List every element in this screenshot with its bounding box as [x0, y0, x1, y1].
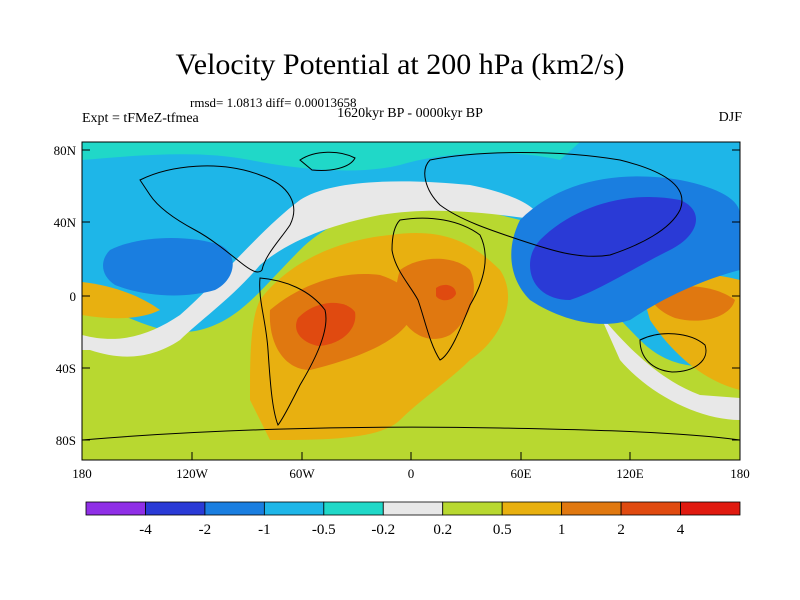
colorbar-swatch — [263, 501, 325, 516]
colorbar-swatch — [145, 501, 206, 516]
period-text: 1620kyr BP - 0000kyr BP — [337, 106, 483, 121]
lat-label-40s: 40S — [55, 361, 76, 376]
colorbar-label: -4 — [139, 522, 152, 538]
colorbar-swatch — [561, 501, 622, 516]
field-africa-red — [436, 284, 456, 301]
lon-label-0: 0 — [407, 466, 415, 481]
chart-title: Velocity Potential at 200 hPa (km2/s) — [175, 48, 625, 81]
colorbar-swatch — [501, 501, 563, 516]
lat-label-40n: 40N — [53, 215, 76, 230]
field-dateline-orange — [82, 282, 160, 319]
colorbar-label: 2 — [617, 522, 625, 538]
experiment-label: Expt = tFMeZ-tfmea — [82, 111, 199, 126]
colorbar-label: -0.5 — [311, 522, 336, 538]
lon-label-60e: 60E — [510, 466, 532, 481]
lon-label-60w: 60W — [289, 466, 315, 481]
colorbar-swatch — [382, 501, 444, 516]
lon-label-120w: 120W — [176, 466, 208, 481]
colorbar-label: 1 — [557, 522, 566, 538]
coastlines — [82, 151, 740, 441]
field-white-pacific — [600, 315, 740, 420]
colorbar-swatch — [620, 501, 681, 516]
lon-ticks — [191, 452, 631, 460]
field-layer — [82, 142, 740, 460]
lat-label-0: 0 — [69, 289, 77, 304]
colorbar-swatch — [204, 501, 265, 516]
colorbar-swatch — [85, 501, 146, 516]
lat-ticks — [82, 149, 740, 441]
colorbar-label: -2 — [198, 522, 212, 538]
field-indian-deep-blue — [530, 196, 697, 300]
colorbar-label: 4 — [676, 522, 685, 538]
colorbar-label: -0.2 — [371, 522, 396, 538]
lat-label-80n: 80N — [53, 143, 76, 158]
colorbar-label: 0.5 — [492, 522, 512, 538]
field-pacific-blue — [103, 238, 233, 296]
lon-label-120e: 120E — [616, 466, 644, 481]
field-africa-dark — [396, 258, 474, 339]
colorbar-swatch — [442, 501, 503, 516]
lon-label-180w: 180 — [72, 466, 92, 481]
colorbar — [85, 501, 741, 516]
season-label: DJF — [718, 110, 742, 125]
lon-label-180e: 180 — [730, 466, 750, 481]
colorbar-swatch — [680, 501, 741, 516]
colorbar-label: -1 — [258, 522, 271, 538]
lat-label-80s: 80S — [55, 433, 76, 448]
colorbar-label: 0.2 — [433, 522, 453, 538]
field-arctic-teal — [82, 142, 580, 171]
field-white-band — [82, 181, 540, 357]
colorbar-swatch — [323, 501, 384, 516]
stats-text: rmsd= 1.0813 diff= 0.00013658 — [190, 95, 357, 110]
